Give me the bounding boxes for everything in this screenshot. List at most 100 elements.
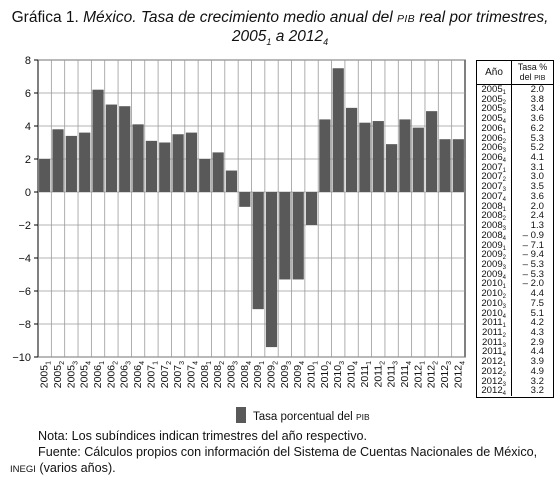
title-end-quarter: 4: [323, 37, 329, 48]
x-tick-label: 20104: [346, 361, 360, 388]
x-tick-label: 20093: [279, 361, 293, 388]
y-tick-label: −2: [18, 220, 31, 232]
bar: [359, 122, 371, 192]
table-year-cell: 20052: [481, 93, 506, 106]
table-year-cell: 20072: [481, 171, 506, 184]
table-rate-cell: 3.6: [530, 190, 544, 202]
x-tick-label: 20103: [332, 361, 346, 388]
table-rate-cell: 3.9: [530, 356, 544, 368]
x-tick-label: 20054: [79, 361, 93, 388]
x-tick-label: 20094: [292, 361, 306, 388]
bar: [252, 192, 264, 310]
bar: [225, 170, 238, 192]
x-tick-label: 20123: [439, 361, 453, 388]
bar: [399, 119, 411, 192]
title-start-quarter: 1: [266, 37, 272, 48]
table-year-cell: 20061: [481, 122, 506, 135]
x-tick-label: 20061: [92, 361, 106, 388]
table-year-cell: 20112: [482, 326, 506, 339]
table-year-cell: 20123: [481, 375, 506, 388]
y-tick-label: 2: [25, 154, 31, 166]
table-rate-cell: – 5.3: [522, 258, 544, 270]
table-year-cell: 20101: [481, 278, 506, 291]
table-rate-cell: – 0.9: [522, 229, 544, 241]
x-tick-label: 20064: [132, 361, 146, 388]
table-rate-cell: 2.4: [530, 210, 544, 222]
x-tick-label: 20091: [252, 361, 266, 388]
bar: [159, 142, 171, 192]
bar: [105, 104, 117, 192]
table-rate-cell: 4.4: [530, 346, 544, 358]
table-rate-cell: 4.1: [530, 152, 544, 164]
values-table: Año Tasa % del PIB 20051 20052 20053 20054 2…: [476, 60, 554, 398]
table-rate-cell: 4.2: [530, 317, 544, 329]
x-tick-label: 20122: [426, 361, 440, 388]
bar: [452, 139, 464, 192]
y-tick-label: 4: [25, 121, 31, 133]
x-tick-label: 20102: [319, 361, 333, 388]
table-header-rate: Tasa % del PIB: [517, 62, 548, 82]
bar: [65, 135, 77, 192]
x-tick-label: 20072: [159, 361, 173, 388]
title-text-a: Tasa de crecimiento medio anual del: [140, 9, 393, 26]
table-header-year: Año: [477, 61, 512, 84]
x-tick-label: 20111: [359, 361, 373, 388]
table-year-cell: 20084: [481, 229, 506, 242]
table-year-cell: 20104: [481, 307, 506, 320]
table-rate-cell: 1.3: [530, 220, 544, 232]
table-rate-cell: 2.9: [530, 336, 544, 348]
y-tick-label: 8: [25, 55, 31, 67]
title-end-year: a 2012: [275, 28, 324, 45]
x-tick-label: 20101: [306, 361, 320, 388]
legend-label: Tasa porcentual del PIB: [253, 411, 370, 423]
table-year-cell: 20063: [481, 142, 506, 155]
table-year-cell: 20064: [481, 152, 506, 165]
table-year-cell: 20073: [481, 181, 506, 194]
title-start-year: 2005: [231, 28, 267, 45]
table-rate-cell: 3.1: [530, 161, 544, 173]
table-year-cell: 20092: [481, 249, 506, 262]
table-year-cell: 20074: [481, 190, 506, 203]
table-rate-cell: 6.2: [530, 122, 544, 134]
table-rate-cell: 5.1: [530, 307, 544, 319]
title-country: México.: [83, 9, 137, 26]
bar: [372, 121, 384, 192]
legend-swatch: [236, 407, 246, 423]
bar: [79, 132, 91, 192]
table-rate-cell: 3.5: [530, 181, 544, 193]
note-text: Nota: Los subíndices indican trimestres …: [38, 429, 368, 443]
y-tick-label: −6: [18, 286, 31, 298]
table-rate-cell: 2.0: [530, 200, 544, 212]
x-tick-label: 20082: [212, 361, 226, 388]
y-tick-label: −4: [18, 253, 31, 265]
table-year-column: 20051 20052 20053 20054 20061 20062 20063 20064…: [477, 84, 512, 397]
table-year-cell: 20114: [482, 346, 506, 359]
table-rate-column: 2.0 3.8 3.4 3.6 6.2 5.3 5.2 4.1 3.1 3.0 3.5 3.6 2.0 2…: [512, 85, 553, 396]
y-axis: 8 6 4 2 0 −2 −4 −6 −8 −10: [12, 55, 38, 364]
table-year-cell: 20083: [481, 220, 506, 233]
table-year-cell: 20111: [482, 317, 506, 330]
table-rate-cell: 3.2: [530, 375, 544, 387]
x-tick-label: 20051: [39, 361, 53, 388]
source-end: (varios años).: [39, 461, 116, 475]
title-pib: PIB: [397, 13, 415, 25]
table-header: Año Tasa % del PIB: [477, 61, 553, 85]
bar: [39, 159, 51, 192]
table-rate-cell: 3.0: [530, 171, 544, 183]
table-year-cell: 20051: [481, 84, 506, 96]
table-rate-cell: – 9.4: [522, 249, 544, 261]
table-rate-cell: 3.6: [530, 113, 544, 125]
table-rate-cell: 4.9: [530, 365, 544, 377]
y-tick-label: 0: [25, 187, 31, 199]
notes: Nota: Los subíndices indican trimestres …: [10, 428, 555, 478]
x-tick-label: 20124: [452, 361, 466, 388]
x-tick-label: 20112: [372, 361, 386, 388]
table-rate-cell: 4.4: [530, 288, 544, 300]
table-year-cell: 20081: [481, 200, 506, 213]
table-rate-cell: – 5.3: [522, 268, 544, 280]
legend: Tasa porcentual del PIB: [236, 407, 370, 423]
x-tick-label: 20062: [105, 361, 119, 388]
x-axis: 2005120052200532005420061200622006320064…: [39, 361, 467, 388]
table-year-cell: 20121: [481, 356, 506, 369]
table-rate-cell: 5.2: [530, 142, 544, 154]
